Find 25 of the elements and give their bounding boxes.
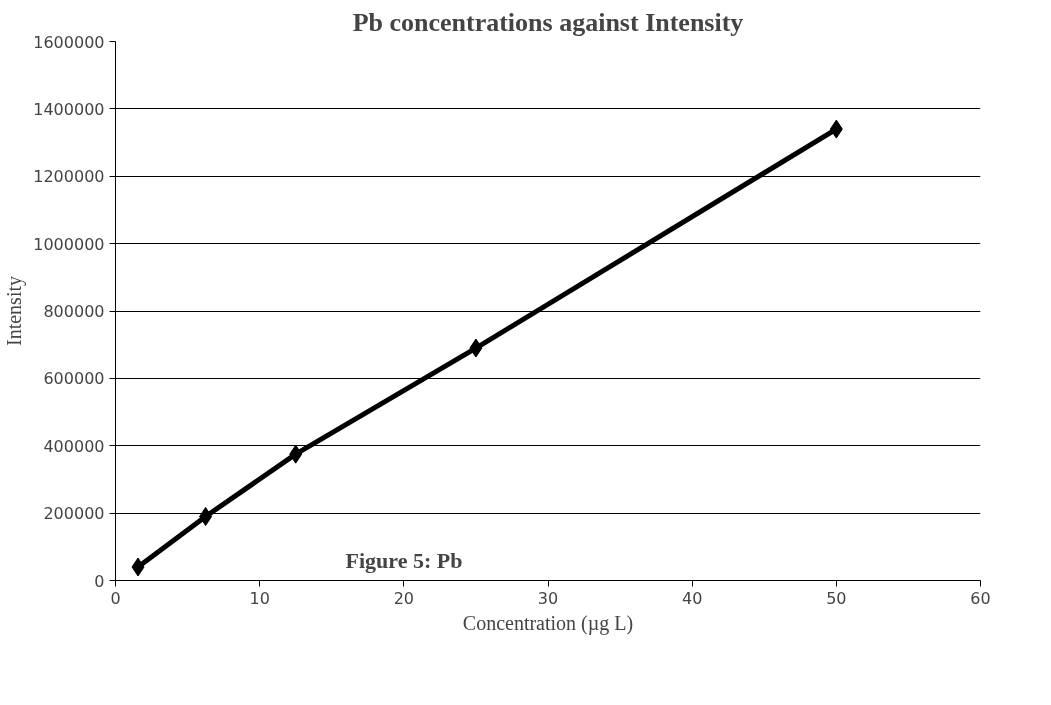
y-tick-label: 200000 [43, 504, 105, 524]
y-tick-label: 0 [94, 571, 105, 591]
y-tick-label: 1200000 [33, 167, 105, 187]
y-tick-label: 400000 [43, 436, 105, 456]
y-tick-label: 1400000 [33, 99, 105, 119]
y-tick-label: 1600000 [33, 32, 105, 52]
y-tick-label: 1000000 [33, 234, 105, 254]
x-axis-title: Concentration (µg L) [462, 611, 634, 635]
x-tick-label: 10 [249, 588, 270, 608]
point [469, 338, 483, 358]
x-tick-label: 20 [393, 588, 415, 608]
point [289, 444, 303, 464]
x-tick-label: 50 [826, 588, 847, 608]
annotation: Figure 5: Pb [345, 547, 463, 573]
point [131, 557, 145, 577]
x-tick-label: 60 [970, 588, 991, 608]
point [199, 506, 213, 526]
y-tick-label: 800000 [43, 302, 105, 321]
y-tick-label: 600000 [43, 369, 105, 389]
x-tick-label: 40 [681, 588, 703, 608]
x-tick-label: 30 [537, 588, 559, 608]
chart-title: Pb concentrations against Intensity [352, 7, 744, 37]
x-tick-label: 0 [110, 588, 121, 608]
point [829, 119, 843, 139]
y-axis-title: Intensity [3, 276, 27, 346]
